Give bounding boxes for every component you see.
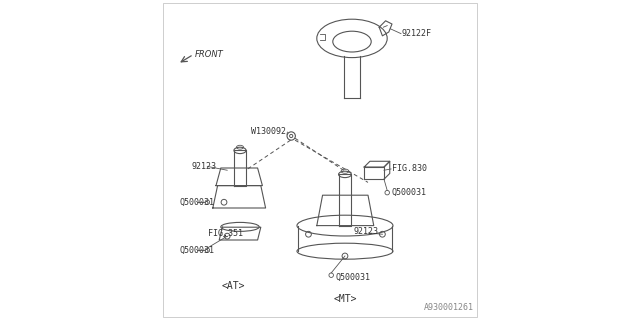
Text: Q500031: Q500031: [336, 273, 371, 282]
Text: FIG.351: FIG.351: [208, 229, 243, 238]
Text: 92123: 92123: [192, 162, 217, 171]
Text: 92122F: 92122F: [402, 29, 431, 38]
Text: A930001261: A930001261: [424, 303, 474, 312]
Text: Q500031: Q500031: [391, 188, 426, 197]
Text: Q500031: Q500031: [180, 246, 215, 255]
Text: <AT>: <AT>: [222, 281, 245, 292]
Text: FIG.830: FIG.830: [392, 164, 427, 173]
Text: FRONT: FRONT: [195, 50, 223, 59]
Text: <MT>: <MT>: [334, 294, 357, 304]
Text: Q500031: Q500031: [180, 198, 215, 207]
Text: W130092: W130092: [252, 127, 287, 136]
Text: 92123: 92123: [354, 227, 379, 236]
